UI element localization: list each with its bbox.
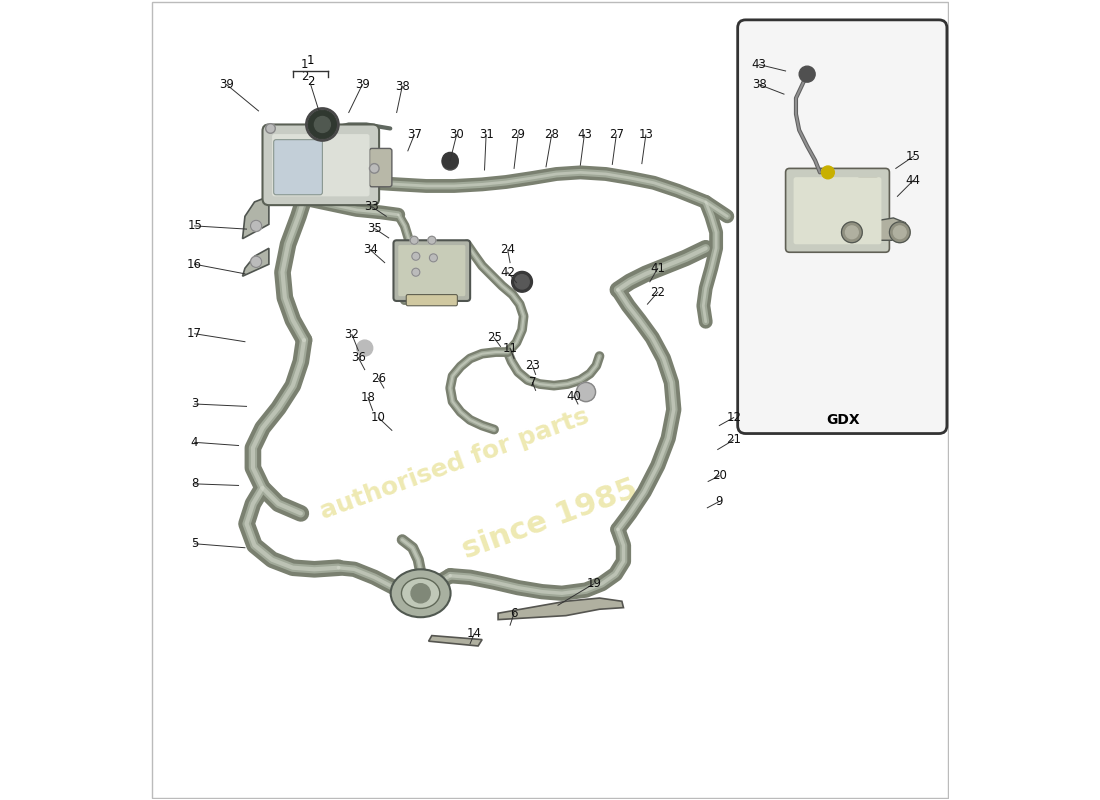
Text: 34: 34 — [363, 243, 377, 256]
Text: 42: 42 — [500, 266, 515, 278]
Text: 16: 16 — [187, 258, 202, 270]
Text: 38: 38 — [395, 80, 409, 93]
Text: 41: 41 — [650, 262, 666, 274]
Circle shape — [893, 226, 906, 238]
Text: 33: 33 — [364, 200, 380, 214]
Circle shape — [411, 584, 430, 603]
FancyBboxPatch shape — [858, 178, 878, 218]
Text: 32: 32 — [344, 328, 360, 341]
Circle shape — [315, 117, 330, 133]
Text: 19: 19 — [586, 577, 602, 590]
Text: 30: 30 — [449, 128, 464, 142]
Text: 2: 2 — [307, 75, 315, 88]
Text: 7: 7 — [529, 376, 536, 389]
FancyBboxPatch shape — [785, 169, 890, 252]
Text: 14: 14 — [466, 627, 482, 641]
Text: 25: 25 — [486, 331, 502, 344]
Text: 31: 31 — [478, 128, 494, 142]
Text: 12: 12 — [726, 411, 741, 424]
Text: 1: 1 — [301, 58, 309, 71]
Text: 10: 10 — [371, 411, 386, 424]
Text: 20: 20 — [712, 470, 727, 482]
Text: 26: 26 — [371, 372, 386, 385]
Text: 23: 23 — [525, 359, 540, 372]
FancyBboxPatch shape — [738, 20, 947, 434]
Text: 24: 24 — [500, 243, 515, 256]
FancyBboxPatch shape — [394, 240, 470, 301]
Circle shape — [800, 66, 815, 82]
Circle shape — [308, 110, 337, 139]
Text: 44: 44 — [906, 174, 921, 187]
Text: 40: 40 — [566, 390, 582, 402]
Polygon shape — [846, 218, 910, 240]
Circle shape — [251, 220, 262, 231]
FancyBboxPatch shape — [272, 134, 370, 196]
Text: 28: 28 — [544, 128, 559, 142]
Circle shape — [890, 222, 910, 242]
Text: since 1985: since 1985 — [459, 474, 641, 565]
Text: 18: 18 — [361, 391, 375, 404]
Text: 15: 15 — [906, 150, 921, 163]
Text: 35: 35 — [367, 222, 382, 234]
Text: authorised for parts: authorised for parts — [317, 404, 592, 524]
Circle shape — [442, 154, 459, 170]
Text: 21: 21 — [726, 434, 741, 446]
Circle shape — [356, 340, 373, 356]
Polygon shape — [498, 598, 624, 620]
Text: 9: 9 — [716, 495, 723, 508]
FancyBboxPatch shape — [406, 294, 458, 306]
Text: 29: 29 — [510, 128, 526, 142]
Text: 8: 8 — [191, 478, 198, 490]
Circle shape — [411, 268, 420, 276]
Ellipse shape — [402, 578, 440, 609]
FancyBboxPatch shape — [793, 177, 881, 244]
FancyBboxPatch shape — [263, 125, 379, 205]
Circle shape — [411, 252, 420, 260]
Circle shape — [515, 274, 529, 289]
Polygon shape — [242, 248, 268, 276]
Text: 6: 6 — [510, 606, 518, 620]
Circle shape — [251, 256, 262, 267]
Text: 4: 4 — [191, 436, 198, 449]
FancyBboxPatch shape — [274, 140, 322, 194]
Text: 39: 39 — [219, 78, 234, 91]
Text: 1: 1 — [307, 54, 315, 67]
Text: 36: 36 — [351, 351, 366, 364]
Circle shape — [842, 222, 862, 242]
Text: 38: 38 — [752, 78, 767, 91]
Text: 5: 5 — [191, 538, 198, 550]
Circle shape — [846, 226, 858, 238]
Text: 11: 11 — [503, 342, 518, 354]
Text: 27: 27 — [608, 128, 624, 142]
Text: 3: 3 — [191, 398, 198, 410]
Text: 39: 39 — [355, 78, 370, 91]
Polygon shape — [429, 635, 482, 646]
Ellipse shape — [390, 570, 451, 618]
Text: 2: 2 — [301, 70, 309, 83]
Text: 43: 43 — [576, 128, 592, 142]
Text: 15: 15 — [187, 219, 202, 233]
Circle shape — [428, 236, 436, 244]
Circle shape — [822, 166, 834, 178]
Circle shape — [429, 254, 438, 262]
Text: 13: 13 — [638, 128, 653, 142]
FancyBboxPatch shape — [370, 149, 392, 186]
Circle shape — [370, 164, 379, 173]
Text: 22: 22 — [650, 286, 666, 298]
Text: 17: 17 — [187, 327, 202, 340]
Circle shape — [410, 236, 418, 244]
Polygon shape — [242, 196, 268, 238]
Text: 37: 37 — [407, 128, 421, 142]
Text: GDX: GDX — [826, 413, 860, 427]
Circle shape — [512, 271, 532, 292]
Circle shape — [576, 382, 595, 402]
Circle shape — [442, 153, 459, 169]
Text: 43: 43 — [751, 58, 767, 71]
FancyBboxPatch shape — [398, 245, 465, 296]
Circle shape — [266, 124, 275, 134]
